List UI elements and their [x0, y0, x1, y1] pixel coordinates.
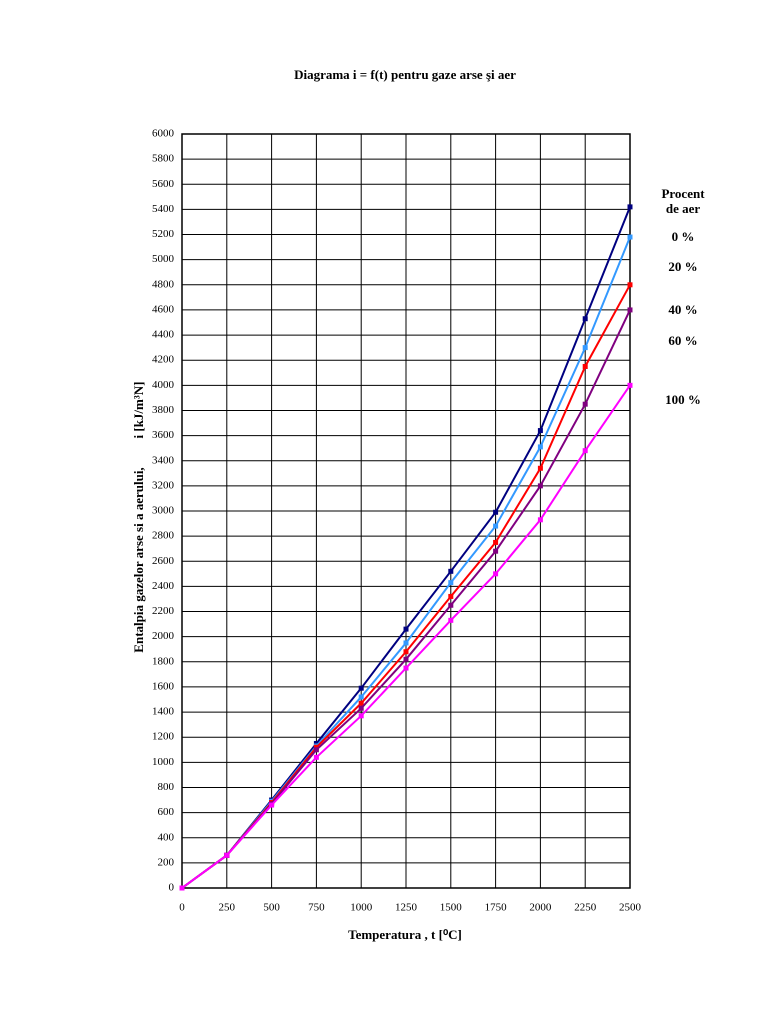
- y-tick-label: 2600: [152, 555, 175, 567]
- point: [627, 282, 633, 288]
- legend-label: 20 %: [668, 259, 697, 274]
- point: [582, 448, 588, 454]
- point: [537, 428, 543, 434]
- point: [448, 617, 454, 623]
- legend-label: 100 %: [665, 392, 701, 407]
- point: [179, 885, 185, 891]
- point: [448, 602, 454, 608]
- point: [403, 649, 409, 655]
- y-tick-label: 1600: [152, 680, 175, 692]
- point: [313, 740, 319, 746]
- y-tick-label: 4200: [152, 354, 175, 366]
- point: [269, 802, 275, 808]
- y-tick-label: 4800: [152, 278, 175, 290]
- y-tick-label: 2000: [152, 630, 175, 642]
- x-tick-label: 0: [179, 902, 185, 914]
- point: [493, 548, 499, 554]
- point: [403, 640, 409, 646]
- y-tick-label: 4400: [152, 329, 175, 341]
- y-axis-label: Entalpia gazelor arse si a aerului,: [131, 467, 146, 652]
- y-tick-label: 600: [158, 806, 175, 818]
- y-tick-label: 5000: [152, 253, 175, 265]
- point: [582, 363, 588, 369]
- legend-title: de aer: [666, 201, 701, 216]
- y-tick-label: 6000: [152, 128, 175, 140]
- point: [403, 665, 409, 671]
- point: [403, 656, 409, 662]
- point: [313, 744, 319, 750]
- point: [493, 509, 499, 515]
- point: [313, 747, 319, 753]
- point: [358, 685, 364, 691]
- legend-label: 40 %: [668, 302, 697, 317]
- point: [627, 234, 633, 240]
- point: [448, 568, 454, 574]
- y-axis-unit: i [kJ/m³N]: [131, 382, 146, 439]
- y-tick-label: 4600: [152, 303, 175, 315]
- y-tick-label: 3600: [152, 429, 175, 441]
- x-tick-label: 500: [263, 902, 280, 914]
- x-tick-label: 2250: [574, 902, 597, 914]
- point: [627, 204, 633, 210]
- point: [582, 401, 588, 407]
- legend-label: 0 %: [672, 229, 695, 244]
- chart-title: Diagrama i = f(t) pentru gaze arse şi ae…: [294, 67, 516, 82]
- point: [537, 517, 543, 523]
- point: [448, 580, 454, 586]
- y-tick-label: 0: [169, 882, 175, 894]
- point: [493, 571, 499, 577]
- y-tick-label: 5800: [152, 153, 175, 165]
- y-tick-label: 3200: [152, 479, 175, 491]
- y-tick-label: 1200: [152, 731, 175, 743]
- point: [358, 694, 364, 700]
- x-tick-label: 2500: [619, 902, 642, 914]
- x-axis-label: Temperatura , t [⁰C]: [348, 927, 462, 942]
- point: [358, 705, 364, 711]
- y-tick-label: 1800: [152, 655, 175, 667]
- y-tick-label: 5400: [152, 203, 175, 215]
- legend-title: Procent: [661, 186, 705, 201]
- point: [537, 465, 543, 471]
- point: [493, 523, 499, 529]
- y-tick-label: 2800: [152, 530, 175, 542]
- x-tick-label: 250: [219, 902, 236, 914]
- y-tick-label: 5600: [152, 178, 175, 190]
- y-tick-label: 400: [158, 831, 175, 843]
- point: [627, 307, 633, 313]
- y-tick-label: 200: [158, 856, 175, 868]
- point: [582, 316, 588, 322]
- plot-border: [181, 133, 631, 889]
- x-tick-label: 1250: [395, 902, 418, 914]
- point: [627, 382, 633, 388]
- point: [224, 852, 230, 858]
- legend-label: 60 %: [668, 333, 697, 348]
- x-tick-label: 750: [308, 902, 325, 914]
- point: [537, 483, 543, 489]
- point: [448, 593, 454, 599]
- y-tick-label: 5200: [152, 228, 175, 240]
- point: [493, 539, 499, 545]
- point: [358, 700, 364, 706]
- y-tick-label: 800: [158, 781, 175, 793]
- point: [403, 626, 409, 632]
- y-tick-label: 2400: [152, 580, 175, 592]
- y-tick-label: 4000: [152, 379, 175, 391]
- point: [582, 345, 588, 351]
- y-tick-label: 1400: [152, 706, 175, 718]
- x-tick-label: 1750: [485, 902, 508, 914]
- point: [358, 713, 364, 719]
- point: [537, 444, 543, 450]
- x-tick-label: 1500: [440, 902, 463, 914]
- y-tick-label: 3400: [152, 454, 175, 466]
- y-tick-label: 2200: [152, 605, 175, 617]
- y-tick-label: 1000: [152, 756, 175, 768]
- y-tick-label: 3800: [152, 404, 175, 416]
- x-tick-label: 1000: [350, 902, 373, 914]
- y-tick-label: 3000: [152, 505, 175, 517]
- point: [313, 754, 319, 760]
- x-tick-label: 2000: [529, 902, 552, 914]
